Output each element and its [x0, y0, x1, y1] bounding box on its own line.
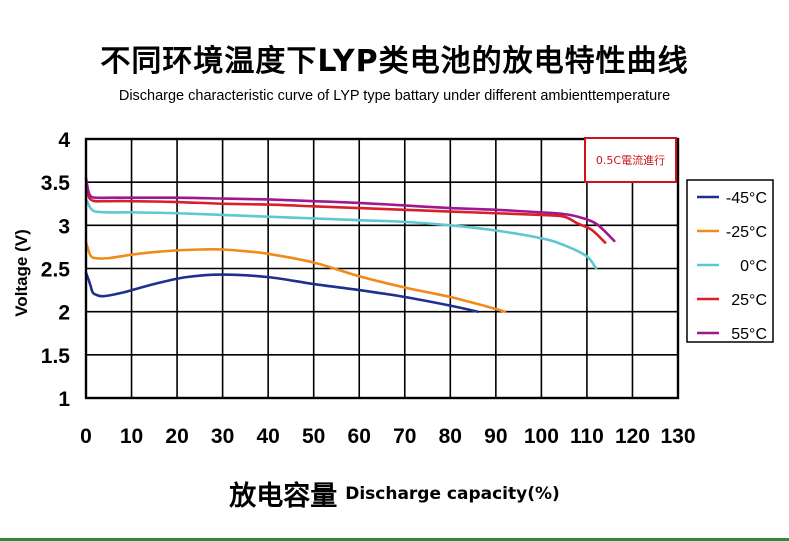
series-line-0 — [84, 271, 479, 313]
series-line-1 — [84, 241, 507, 313]
bottom-divider — [0, 538, 789, 541]
x-axis-label: 放电容量 Discharge capacity(%) — [0, 474, 789, 513]
x-tick-label: 10 — [120, 425, 143, 448]
x-tick-label: 80 — [439, 425, 462, 448]
y-tick-label: 1 — [58, 388, 70, 411]
x-tick-label: 90 — [484, 425, 507, 448]
x-tick-label: 50 — [302, 425, 325, 448]
y-tick-label: 4 — [58, 129, 70, 152]
grid-lines — [86, 139, 678, 398]
x-tick-label: 30 — [211, 425, 234, 448]
legend-label: 55°C — [731, 326, 767, 343]
x-tick-label: 70 — [393, 425, 416, 448]
y-tick-label: 2 — [58, 302, 70, 325]
plot-frame — [84, 137, 680, 400]
x-tick-label: 100 — [524, 425, 559, 448]
x-tick-label: 120 — [615, 425, 650, 448]
y-tick-label: 1.5 — [41, 345, 71, 368]
annotation-text: 0.5C電流進行 — [596, 153, 665, 167]
tick-labels: 0 10 20 30 40 50 60 70 80 90 100 110 120 130 1 1.5 2 2.5 3… — [41, 129, 696, 448]
y-tick-label: 3 — [58, 215, 70, 238]
chart-subtitle: Discharge characteristic curve of LYP ty… — [118, 88, 671, 104]
legend: -45°C -25°C 0°C 25°C 55°C — [686, 179, 774, 343]
chart-title: 不同环境温度下LYP类电池的放电特性曲线 — [100, 44, 689, 79]
legend-label: 0°C — [740, 258, 767, 275]
annotation-box: 0.5C電流進行 — [584, 137, 677, 183]
legend-frame — [686, 179, 774, 343]
x-tick-label: 0 — [80, 425, 92, 448]
x-tick-label: 20 — [165, 425, 188, 448]
x-axis-label-en: Discharge capacity(%) — [345, 483, 560, 504]
series-lines — [84, 176, 616, 313]
y-tick-label: 2.5 — [41, 259, 71, 282]
y-tick-label: 3.5 — [41, 172, 71, 195]
x-tick-label: 40 — [256, 425, 279, 448]
series-line-3 — [84, 185, 607, 244]
x-tick-label: 110 — [570, 425, 604, 448]
legend-label: -45°C — [726, 190, 767, 207]
x-tick-label: 60 — [348, 425, 371, 448]
axes — [84, 137, 680, 400]
series-line-2 — [84, 198, 598, 270]
series-line-4 — [84, 176, 616, 243]
x-tick-label: 130 — [660, 425, 695, 448]
legend-label: 25°C — [731, 292, 767, 309]
x-axis-label-cn: 放电容量 — [229, 481, 338, 512]
legend-label: -25°C — [726, 224, 767, 241]
annotation-frame — [584, 137, 677, 183]
